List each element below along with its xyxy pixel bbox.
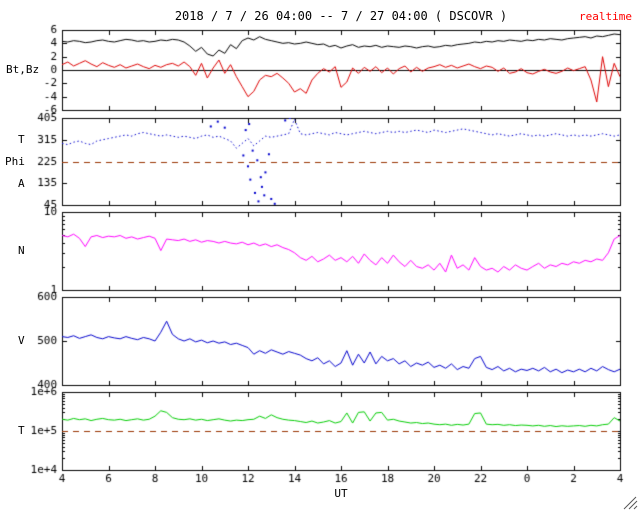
ylabel-a-axis: A: [18, 177, 25, 190]
ylabel-temperature: T: [18, 424, 25, 437]
ylabel-velocity: V: [18, 334, 25, 347]
realtime-label: realtime: [579, 10, 632, 23]
ylabel-temperature-axis: T: [18, 133, 25, 146]
resize-handle-icon: [623, 496, 638, 510]
ylabel-bt-bz: Bt,Bz: [6, 63, 40, 76]
plot-title: 2018 / 7 / 26 04:00 -- 7 / 27 04:00 ( DS…: [174, 9, 508, 23]
xlabel-ut: UT: [334, 487, 348, 500]
ylabel-phi-axis: Phi: [5, 155, 25, 168]
ylabel-density: N: [18, 244, 25, 257]
